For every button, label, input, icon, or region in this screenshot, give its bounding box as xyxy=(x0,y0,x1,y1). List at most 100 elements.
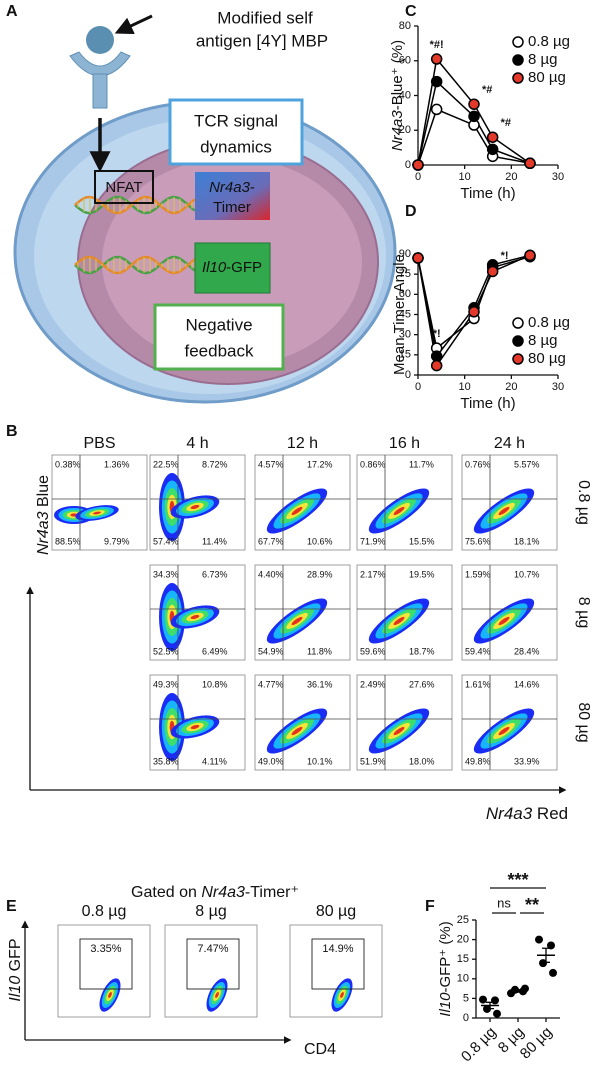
density xyxy=(393,506,405,516)
gate-percent: 3.35% xyxy=(90,943,121,955)
density xyxy=(291,616,303,626)
quadrant-percent: 49.8% xyxy=(465,756,491,766)
y-tick-label: 60 xyxy=(399,288,411,300)
legend-marker xyxy=(512,335,524,347)
x-axis-label: CD4 xyxy=(304,1041,336,1058)
quadrant-percent: 49.0% xyxy=(258,756,284,766)
legend-label: 80 µg xyxy=(528,350,566,367)
nfat-box xyxy=(94,170,154,204)
quadrant-percent: 2.49% xyxy=(360,679,386,689)
column-header: 24 h xyxy=(494,435,525,452)
annotation: *! xyxy=(501,250,509,262)
timer-box xyxy=(195,172,270,220)
y-axis-label: Nr4a3 Blue xyxy=(35,475,52,555)
y-axis-label: Il10 GFP xyxy=(7,938,24,1001)
panel-label: F xyxy=(425,898,435,915)
data-point xyxy=(491,996,499,1005)
box-text: Negative xyxy=(185,315,252,334)
quadrant-percent: 18.0% xyxy=(409,756,435,766)
error-bar xyxy=(542,947,550,963)
quadrant-percent: 49.3% xyxy=(153,679,179,689)
x-tick-label: 10 xyxy=(459,171,471,183)
box-text: Il10-GFP xyxy=(202,259,262,276)
quadrant-percent: 1.59% xyxy=(465,569,491,579)
density xyxy=(498,616,510,626)
x-tick-label: 30 xyxy=(552,381,564,393)
quadrant-percent: 67.7% xyxy=(258,536,284,546)
significance-label: ns xyxy=(497,895,511,910)
legend-marker xyxy=(512,317,524,329)
quadrant-percent: 11.4% xyxy=(202,536,227,546)
quadrant-percent: 1.36% xyxy=(104,459,130,469)
quadrant-percent: 4.11% xyxy=(202,756,227,766)
quadrant-percent: 0.86% xyxy=(360,459,386,469)
quadrant-percent: 17.2% xyxy=(307,459,333,469)
data-point xyxy=(535,935,543,944)
x-tick-label: 20 xyxy=(505,381,517,393)
y-axis-label: Mean Timer Angle xyxy=(391,254,408,375)
quadrant-percent: 10.8% xyxy=(202,679,228,689)
column-header: PBS xyxy=(83,435,115,452)
row-label: 0.8 µg xyxy=(575,480,592,525)
quadrant-percent: 88.5% xyxy=(55,536,81,546)
x-tick-label: 80 µg xyxy=(517,1024,556,1063)
quadrant-percent: 54.9% xyxy=(258,646,284,656)
error-bar xyxy=(486,1001,494,1010)
x-axis-label: Time (h) xyxy=(460,395,515,412)
y-tick-label: 20 xyxy=(399,124,411,136)
density xyxy=(498,506,510,516)
quadrant-percent: 59.6% xyxy=(360,646,386,656)
quadrant-percent: 10.1% xyxy=(307,756,333,766)
y-tick-label: 20 xyxy=(457,934,469,946)
quadrant-percent: 4.40% xyxy=(258,569,284,579)
quadrant-percent: 71.9% xyxy=(360,536,386,546)
data-point xyxy=(430,359,443,372)
data-point xyxy=(468,306,480,318)
quadrant-percent: 11.8% xyxy=(307,646,332,656)
quadrant-percent: 35.8% xyxy=(153,756,179,766)
y-tick-label: 10 xyxy=(457,973,469,985)
x-tick-label: 20 xyxy=(505,171,517,183)
quadrant-percent: 0.38% xyxy=(55,459,81,469)
legend-label: 8 µg xyxy=(528,51,558,68)
density xyxy=(340,992,344,998)
dna-strand xyxy=(74,195,196,215)
quadrant-percent: 27.6% xyxy=(409,679,435,689)
panel-title: Gated on Nr4a3-Timer⁺ xyxy=(131,884,299,901)
data-point xyxy=(479,995,487,1004)
density xyxy=(93,511,101,515)
dna-strand xyxy=(74,255,196,275)
gate xyxy=(79,938,133,990)
quadrant-percent: 0.76% xyxy=(465,459,491,469)
legend-marker xyxy=(512,36,524,48)
box-text: NFAT xyxy=(105,179,142,196)
y-tick-label: 30 xyxy=(399,329,411,341)
x-tick-label: 0 xyxy=(415,171,421,183)
density xyxy=(190,504,200,510)
plot-label: 0.8 µg xyxy=(82,903,127,920)
data-point xyxy=(468,98,480,110)
flow-plot xyxy=(57,924,151,1018)
y-tick-label: 90 xyxy=(399,248,411,260)
density xyxy=(498,726,510,736)
quadrant-percent: 18.1% xyxy=(514,536,540,546)
box-text: Nr4a3- xyxy=(209,179,255,196)
density xyxy=(108,992,112,998)
quadrant-percent: 34.3% xyxy=(153,569,179,579)
arrow xyxy=(114,14,153,35)
annotation: *#! xyxy=(430,39,444,51)
y-tick-label: 15 xyxy=(399,349,411,361)
data-point xyxy=(493,1009,501,1018)
gfp-box xyxy=(194,242,271,294)
column-header: 16 h xyxy=(389,435,420,452)
data-point xyxy=(486,131,499,143)
y-tick-label: 40 xyxy=(399,89,411,101)
antigen xyxy=(86,26,114,54)
y-tick-label: 15 xyxy=(457,953,469,965)
quadrant-percent: 22.5% xyxy=(153,459,179,469)
x-tick-label: 10 xyxy=(459,381,471,393)
annotation: *# xyxy=(501,117,511,129)
y-tick-label: 80 xyxy=(399,20,411,32)
box-text: dynamics xyxy=(200,137,272,156)
